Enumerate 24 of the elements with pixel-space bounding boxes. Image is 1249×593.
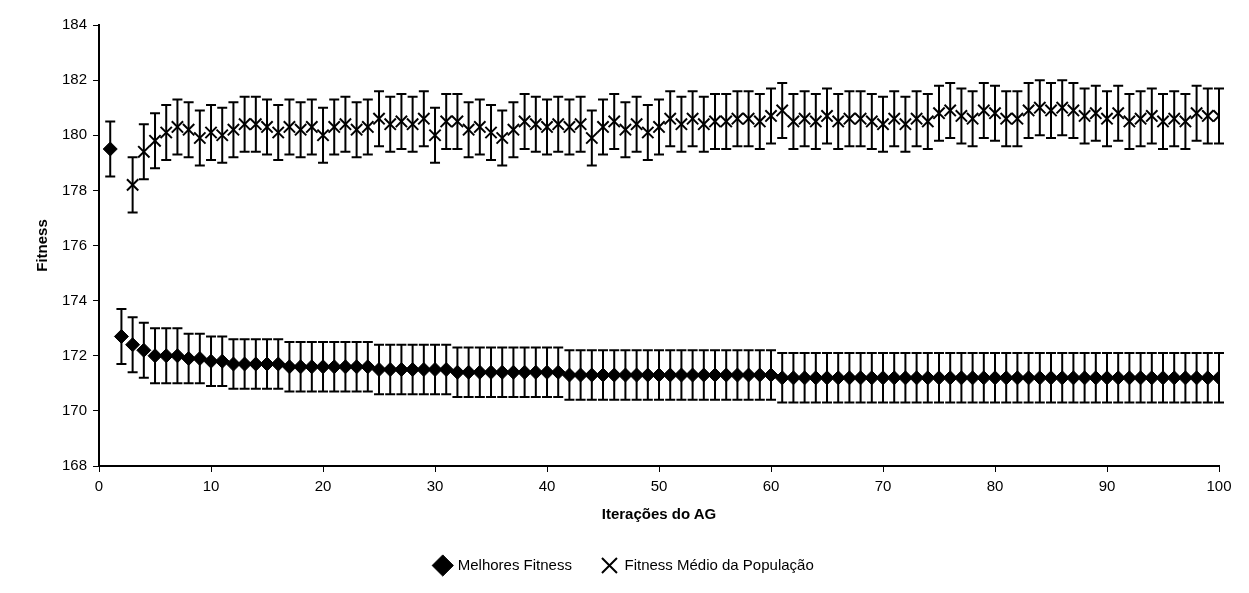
x-tick-label: 100 xyxy=(1206,477,1232,495)
y-tick-label: 176 xyxy=(62,235,88,253)
x-tick-label: 10 xyxy=(202,477,220,495)
y-tick-label: 180 xyxy=(62,125,88,143)
x-tick-label: 0 xyxy=(94,477,104,495)
y-tick-label: 174 xyxy=(62,290,88,308)
y-tick-label: 172 xyxy=(62,345,88,363)
y-tick-label: 170 xyxy=(62,401,88,419)
legend-label: Melhores Fitness xyxy=(457,555,572,573)
legend-label: Fitness Médio da População xyxy=(624,555,814,573)
y-tick-label: 168 xyxy=(62,456,88,474)
x-tick-label: 60 xyxy=(762,477,780,495)
x-tick-label: 90 xyxy=(1098,477,1116,495)
x-tick-label: 70 xyxy=(874,477,892,495)
x-axis-title: Iterações do AG xyxy=(601,505,717,523)
x-tick-label: 30 xyxy=(426,477,444,495)
y-tick-label: 182 xyxy=(62,70,88,88)
x-tick-label: 40 xyxy=(538,477,556,495)
y-tick-label: 178 xyxy=(62,180,88,198)
y-axis-title: Fitness xyxy=(33,219,51,272)
y-tick-label: 184 xyxy=(62,15,88,33)
x-tick-label: 50 xyxy=(650,477,668,495)
x-tick-label: 80 xyxy=(986,477,1004,495)
x-tick-label: 20 xyxy=(314,477,332,495)
